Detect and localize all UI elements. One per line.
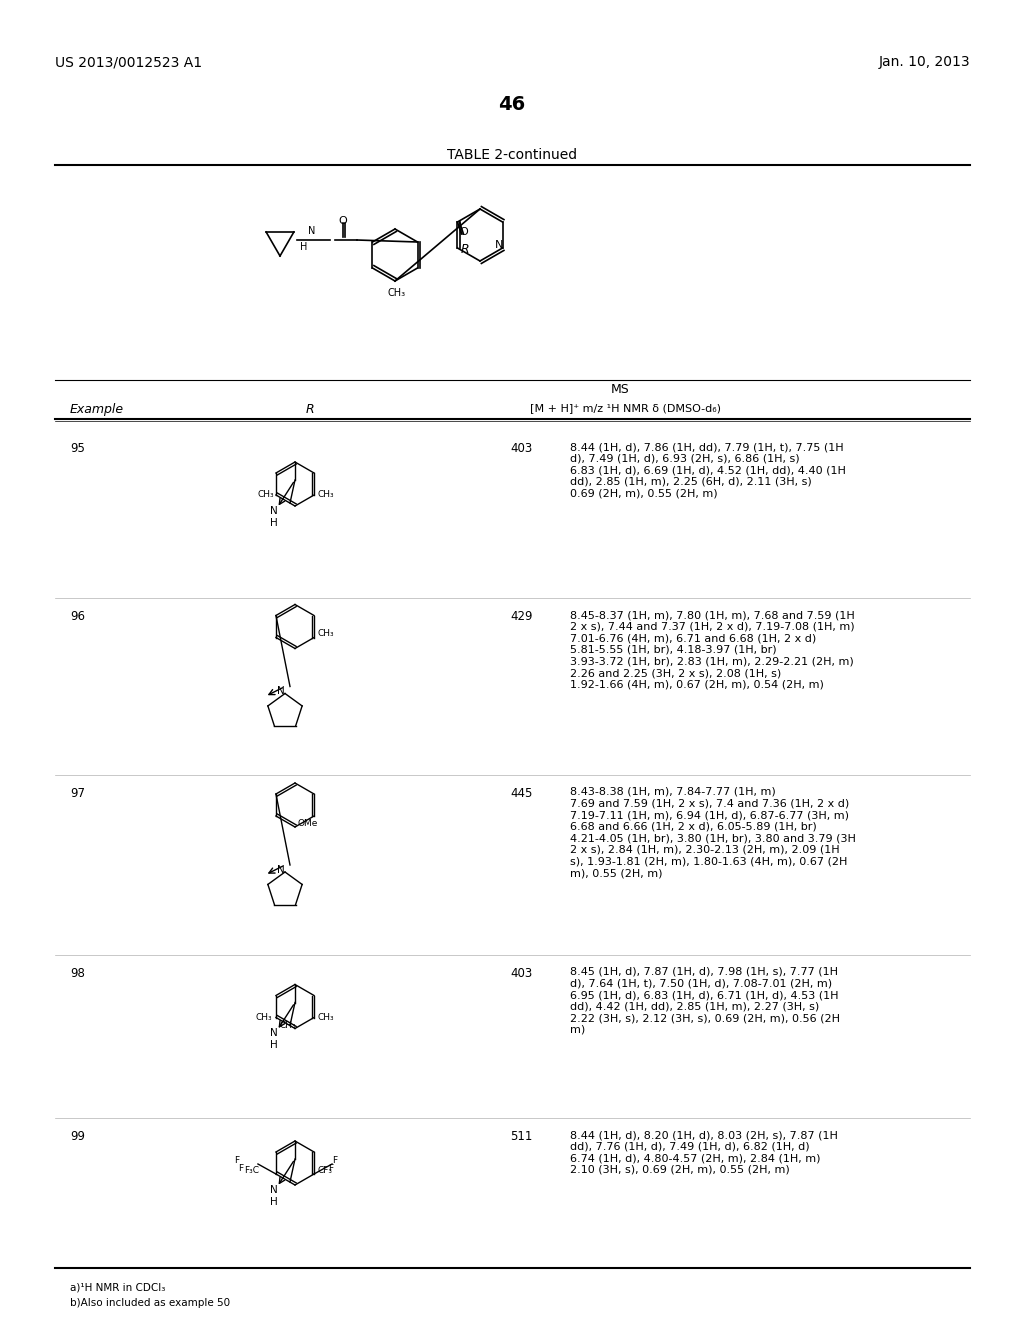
Text: N: N (308, 226, 315, 236)
Text: F: F (233, 1156, 239, 1166)
Text: CH₃: CH₃ (387, 288, 406, 298)
Text: 8.45-8.37 (1H, m), 7.80 (1H, m), 7.68 and 7.59 (1H
2 x s), 7.44 and 7.37 (1H, 2 : 8.45-8.37 (1H, m), 7.80 (1H, m), 7.68 an… (570, 610, 855, 689)
Text: O: O (460, 227, 468, 238)
Text: a)¹H NMR in CDCl₃: a)¹H NMR in CDCl₃ (70, 1283, 165, 1294)
Text: 98: 98 (70, 968, 85, 979)
Text: 429: 429 (510, 610, 532, 623)
Text: 46: 46 (499, 95, 525, 114)
Text: 403: 403 (510, 442, 532, 455)
Text: N: N (270, 1028, 278, 1039)
Text: 95: 95 (70, 442, 85, 455)
Text: CH₃: CH₃ (256, 1012, 272, 1022)
Text: CH₃: CH₃ (317, 490, 334, 499)
Text: 8.43-8.38 (1H, m), 7.84-7.77 (1H, m)
7.69 and 7.59 (1H, 2 x s), 7.4 and 7.36 (1H: 8.43-8.38 (1H, m), 7.84-7.77 (1H, m) 7.6… (570, 787, 856, 878)
Text: TABLE 2-continued: TABLE 2-continued (446, 148, 578, 162)
Text: F: F (238, 1164, 243, 1173)
Text: 445: 445 (510, 787, 532, 800)
Text: 8.44 (1H, d), 8.20 (1H, d), 8.03 (2H, s), 7.87 (1H
dd), 7.76 (1H, d), 7.49 (1H, : 8.44 (1H, d), 8.20 (1H, d), 8.03 (2H, s)… (570, 1130, 838, 1175)
Text: CH₃: CH₃ (317, 630, 334, 639)
Text: N: N (278, 865, 285, 875)
Text: OMe: OMe (298, 818, 318, 828)
Text: 511: 511 (510, 1130, 532, 1143)
Text: H: H (300, 242, 307, 252)
Text: F: F (332, 1156, 337, 1166)
Text: N: N (270, 1185, 278, 1195)
Text: R: R (461, 243, 469, 256)
Text: 403: 403 (510, 968, 532, 979)
Text: Jan. 10, 2013: Jan. 10, 2013 (879, 55, 970, 69)
Text: N: N (278, 686, 285, 697)
Text: O: O (338, 216, 347, 226)
Text: H: H (270, 517, 278, 528)
Text: b)Also included as example 50: b)Also included as example 50 (70, 1298, 230, 1308)
Text: F: F (328, 1164, 333, 1173)
Text: CF₃: CF₃ (317, 1166, 332, 1175)
Text: MS: MS (610, 383, 630, 396)
Text: CH₃: CH₃ (258, 490, 274, 499)
Text: US 2013/0012523 A1: US 2013/0012523 A1 (55, 55, 202, 69)
Text: 96: 96 (70, 610, 85, 623)
Text: 99: 99 (70, 1130, 85, 1143)
Text: N: N (495, 240, 503, 249)
Text: 8.44 (1H, d), 7.86 (1H, dd), 7.79 (1H, t), 7.75 (1H
d), 7.49 (1H, d), 6.93 (2H, : 8.44 (1H, d), 7.86 (1H, dd), 7.79 (1H, t… (570, 442, 846, 499)
Text: CH₃: CH₃ (317, 1012, 334, 1022)
Text: Example: Example (70, 403, 124, 416)
Text: H: H (270, 1197, 278, 1206)
Text: 97: 97 (70, 787, 85, 800)
Text: F₃C: F₃C (244, 1166, 259, 1175)
Text: CH₃: CH₃ (279, 1020, 296, 1030)
Text: [M + H]⁺ m/z ¹H NMR δ (DMSO-d₆): [M + H]⁺ m/z ¹H NMR δ (DMSO-d₆) (530, 403, 721, 413)
Text: 8.45 (1H, d), 7.87 (1H, d), 7.98 (1H, s), 7.77 (1H
d), 7.64 (1H, t), 7.50 (1H, d: 8.45 (1H, d), 7.87 (1H, d), 7.98 (1H, s)… (570, 968, 840, 1035)
Text: N: N (270, 506, 278, 516)
Text: H: H (270, 1040, 278, 1051)
Text: R: R (306, 403, 314, 416)
